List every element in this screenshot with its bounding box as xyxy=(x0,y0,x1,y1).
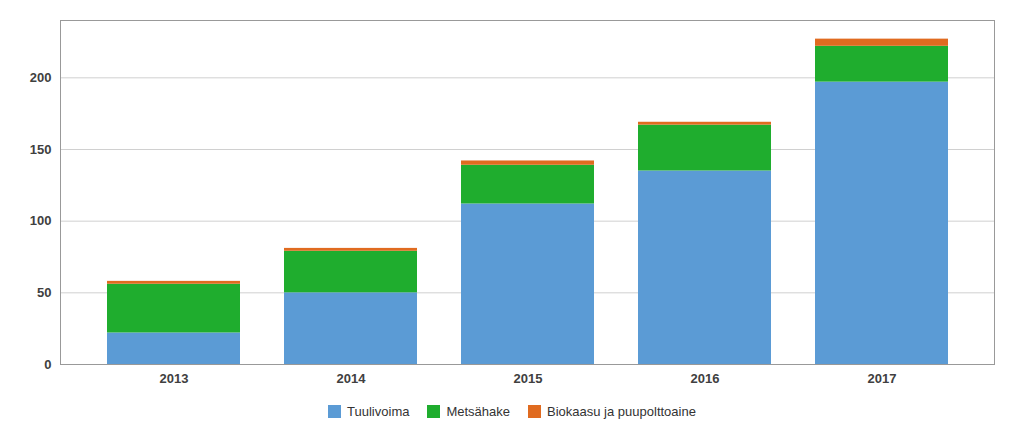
html-text:Biokaasu ja puupolttoaine: Biokaasu ja puupolttoaine xyxy=(547,404,696,419)
svg-text:2016: 2016 xyxy=(691,371,720,386)
html-text:Tuulivoima: Tuulivoima xyxy=(347,404,410,419)
svg-text:100: 100 xyxy=(30,213,52,228)
svg-text:150: 150 xyxy=(30,142,52,157)
svg-text:2014: 2014 xyxy=(337,371,367,386)
svg-text:50: 50 xyxy=(37,285,51,300)
svg-text:2013: 2013 xyxy=(160,371,189,386)
svg-text:2015: 2015 xyxy=(514,371,543,386)
svg-text:2017: 2017 xyxy=(868,371,897,386)
html-text:Metsähake: Metsähake xyxy=(446,404,510,419)
svg-text:200: 200 xyxy=(30,70,52,85)
svg-text:0: 0 xyxy=(44,357,51,372)
